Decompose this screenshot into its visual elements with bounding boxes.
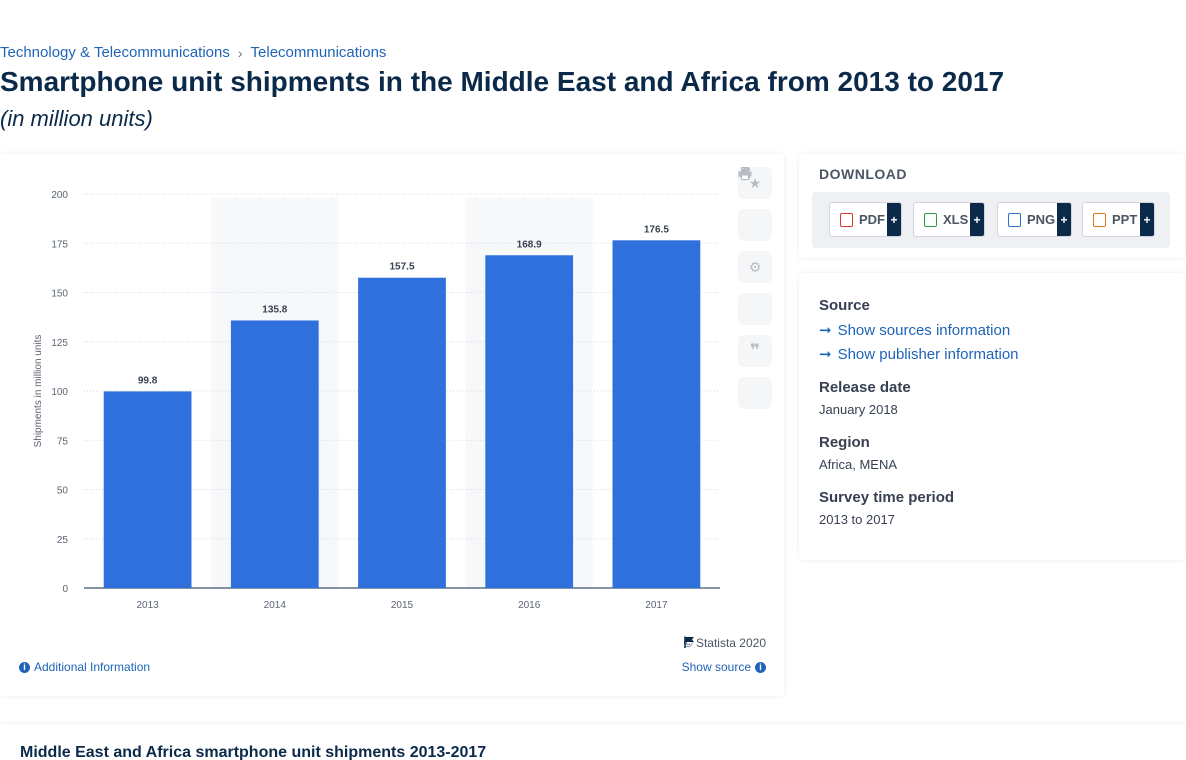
data-label: 99.8 (138, 375, 158, 386)
additional-information-label: Additional Information (34, 660, 151, 674)
breadcrumb: Technology & Telecommunications › Teleco… (0, 44, 386, 61)
arrow-right-icon: ➞ (819, 346, 832, 363)
y-tick-label: 100 (51, 387, 68, 398)
y-tick-label: 75 (57, 436, 69, 447)
notification-button[interactable] (738, 168, 772, 241)
print-button[interactable] (738, 167, 772, 409)
x-tick-label: 2013 (136, 600, 159, 611)
download-pdf-label: PDF (859, 212, 885, 227)
quote-icon: ❞ (750, 341, 760, 360)
bar (358, 277, 446, 588)
bar (103, 391, 192, 588)
flag-icon[interactable] (684, 636, 695, 648)
gear-icon: ⚙ (748, 258, 762, 275)
y-tick-label: 50 (57, 486, 69, 497)
y-tick-label: 125 (51, 338, 68, 349)
bar (230, 320, 319, 588)
statista-copyright: © Statista 2020 (684, 636, 766, 650)
show-source-link[interactable]: Show source i (682, 660, 766, 674)
show-sources-label: Show sources information (837, 321, 1011, 339)
page-title: Smartphone unit shipments in the Middle … (0, 66, 1005, 97)
y-tick-label: 25 (57, 535, 69, 546)
settings-button[interactable]: ⚙ (738, 251, 772, 283)
y-axis-title: Shipments in million units (33, 335, 44, 448)
statistic-info-card: Source ➞ Show sources information ➞ Show… (799, 273, 1185, 560)
download-xls-plus[interactable]: + (970, 203, 984, 236)
download-png-label: PNG (1027, 212, 1056, 227)
region-heading: Region (819, 434, 870, 451)
download-xls-label: XLS (943, 212, 969, 227)
xls-file-icon (924, 212, 937, 227)
download-card: DOWNLOAD PDF + XLS + PNG + PPT + (799, 154, 1185, 258)
x-tick-label: 2016 (518, 600, 541, 611)
ppt-file-icon (1093, 212, 1106, 227)
release-date-heading: Release date (819, 379, 911, 396)
arrow-right-icon: ➞ (819, 322, 832, 339)
description-title: Middle East and Africa smartphone unit s… (20, 744, 487, 760)
data-label: 157.5 (389, 262, 414, 273)
copyright-text: © Statista 2020 (683, 636, 766, 650)
x-tick-label: 2014 (264, 600, 287, 611)
png-file-icon (1008, 212, 1021, 227)
data-label: 168.9 (517, 239, 542, 250)
region-value: Africa, MENA (819, 457, 898, 472)
chart-card: 0 25 50 75 100 125 150 175 200 99.8 2013 135.8 2014 1… (0, 154, 784, 696)
print-icon (738, 167, 752, 180)
page-subtitle: (in million units) (0, 106, 153, 131)
survey-period-heading: Survey time period (819, 489, 955, 506)
x-tick-label: 2015 (391, 600, 414, 611)
breadcrumb-separator: › (237, 44, 243, 61)
cite-button[interactable]: ❞ (738, 335, 772, 367)
share-button[interactable] (738, 167, 772, 325)
y-tick-label: 150 (51, 289, 68, 300)
download-png-plus[interactable]: + (1057, 203, 1071, 236)
data-label: 135.8 (262, 304, 287, 315)
download-png-button[interactable]: PNG + (997, 202, 1072, 237)
star-icon: ★ (748, 174, 762, 191)
source-heading: Source (819, 297, 870, 314)
breadcrumb-telecommunications[interactable]: Telecommunications (250, 44, 387, 61)
chart-tools: ★ ⚙ ❞ (738, 167, 772, 409)
download-pdf-plus[interactable]: + (887, 203, 901, 236)
top-navigation-band (0, 0, 1186, 40)
download-ppt-button[interactable]: PPT + (1082, 202, 1155, 237)
release-date-value: January 2018 (819, 402, 898, 417)
breadcrumb-technology-telecommunications[interactable]: Technology & Telecommunications (0, 44, 230, 61)
y-tick-label: 200 (51, 190, 68, 201)
bar-chart: 0 25 50 75 100 125 150 175 200 99.8 2013 135.8 2014 1… (33, 190, 720, 611)
download-ppt-label: PPT (1112, 212, 1138, 227)
data-label: 176.5 (644, 224, 669, 235)
additional-information-link[interactable]: i Additional Information (19, 660, 150, 674)
y-tick-label: 175 (51, 239, 68, 250)
download-xls-button[interactable]: XLS + (913, 202, 985, 237)
description-card: Middle East and Africa smartphone unit s… (0, 724, 1186, 760)
info-icon: i (755, 661, 766, 673)
show-publisher-link[interactable]: ➞ Show publisher information (819, 345, 1019, 364)
show-sources-link[interactable]: ➞ Show sources information (819, 321, 1011, 340)
survey-period-value: 2013 to 2017 (819, 512, 895, 527)
download-ppt-plus[interactable]: + (1140, 203, 1154, 236)
download-buttons-row: PDF + XLS + PNG + PPT + (812, 192, 1170, 248)
download-pdf-button[interactable]: PDF + (829, 202, 902, 237)
pdf-file-icon (840, 212, 853, 227)
bar (485, 255, 574, 588)
show-source-label: Show source (681, 660, 751, 674)
y-tick-label: 0 (62, 584, 68, 595)
info-icon: i (19, 661, 30, 673)
download-heading: DOWNLOAD (819, 166, 907, 182)
show-publisher-label: Show publisher information (837, 345, 1019, 363)
x-tick-label: 2017 (645, 600, 668, 611)
bar (612, 240, 701, 589)
